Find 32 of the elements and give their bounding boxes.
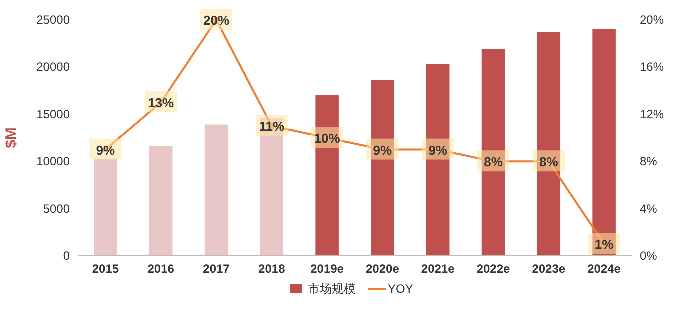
y-tick-label: 20000 bbox=[36, 60, 70, 74]
y-tick-label: 15000 bbox=[36, 107, 70, 122]
bar bbox=[204, 124, 228, 256]
x-tick-label: 2020e bbox=[366, 262, 400, 276]
y2-tick-label: 12% bbox=[640, 107, 664, 122]
bar bbox=[537, 32, 561, 256]
x-tick-label: 2022e bbox=[476, 262, 511, 276]
x-tick-label: 2015 bbox=[92, 262, 120, 276]
y2-tick-label: 0% bbox=[640, 249, 658, 263]
y-tick-label: 0 bbox=[63, 249, 70, 263]
bar bbox=[94, 158, 118, 256]
x-tick-label: 2019e bbox=[310, 262, 344, 276]
y2-tick-label: 8% bbox=[640, 154, 658, 169]
bar bbox=[149, 146, 173, 256]
legend-label: YOY bbox=[388, 282, 414, 296]
y-tick-label: 5000 bbox=[43, 202, 70, 216]
y2-tick-label: 20% bbox=[640, 13, 664, 27]
bar bbox=[426, 64, 450, 256]
x-tick-label: 2021e bbox=[421, 262, 456, 276]
x-tick-label: 2024e bbox=[588, 262, 622, 276]
bar bbox=[482, 49, 506, 256]
x-tick-label: 2018 bbox=[258, 262, 286, 276]
y-axis-title: $M bbox=[3, 128, 20, 148]
bar bbox=[592, 29, 616, 256]
legend-label: 市场规模 bbox=[308, 282, 356, 296]
y2-tick-label: 4% bbox=[640, 202, 658, 216]
y-tick-label: 25000 bbox=[36, 13, 70, 27]
y2-tick-label: 16% bbox=[640, 60, 664, 74]
x-tick-label: 2023e bbox=[532, 262, 566, 276]
y-tick-label: 10000 bbox=[36, 154, 70, 169]
x-tick-label: 2017 bbox=[203, 262, 230, 276]
x-tick-label: 2016 bbox=[148, 262, 175, 276]
